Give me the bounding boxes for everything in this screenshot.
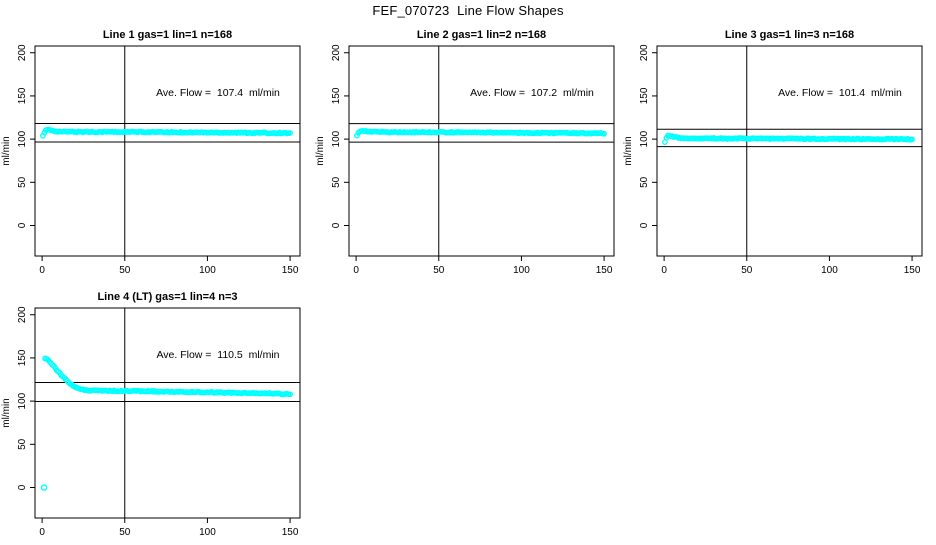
x-tick-label: 0: [39, 527, 45, 538]
subplot-title: Line 4 (LT) gas=1 lin=4 n=3: [97, 291, 237, 303]
data-point: [287, 130, 293, 136]
ave-flow-annotation: Ave. Flow = 107.4 ml/min: [156, 87, 280, 99]
x-tick-label: 0: [661, 265, 667, 276]
y-tick-label: 100: [331, 130, 342, 147]
y-tick-label: 150: [17, 349, 28, 366]
y-tick-label: 50: [331, 176, 342, 188]
subplot-title: Line 1 gas=1 lin=1 n=168: [103, 29, 232, 41]
x-tick-label: 50: [119, 265, 131, 276]
x-tick-label: 100: [199, 527, 216, 538]
y-tick-label: 0: [639, 222, 650, 228]
plot-frame: [34, 307, 301, 519]
x-tick-label: 150: [282, 527, 299, 538]
ave-flow-annotation: Ave. Flow = 101.4 ml/min: [778, 87, 902, 99]
y-tick-label: 150: [331, 87, 342, 104]
y-tick-label: 100: [17, 392, 28, 409]
subplot-2: 0 50 100 150 0 50 100 150 200 ml/min Line 2 gas=1 …: [315, 29, 615, 276]
plot-frame: [34, 45, 301, 257]
y-tick-label: 50: [17, 438, 28, 450]
x-tick-label: 0: [39, 265, 45, 276]
y-tick-label: 0: [17, 222, 28, 228]
x-tick-label: 50: [119, 527, 131, 538]
y-axis-label: ml/min: [623, 136, 634, 165]
y-tick-label: 0: [17, 484, 28, 490]
subplot-4: 0 50 100 150 0 50 100 150 200 ml/min Line 4 (LT) g…: [1, 291, 301, 538]
subplot-title: Line 2 gas=1 lin=2 n=168: [417, 29, 546, 41]
data-point: [287, 391, 293, 398]
subplot-title: Line 3 gas=1 lin=3 n=168: [725, 29, 854, 41]
data-points: [40, 355, 293, 491]
ave-flow-annotation: Ave. Flow = 110.5 ml/min: [156, 349, 279, 361]
y-tick-label: 100: [639, 130, 650, 147]
plot-frame: [348, 45, 615, 257]
data-points: [662, 132, 915, 145]
x-tick-label: 50: [433, 265, 445, 276]
plot-frame: [656, 45, 923, 257]
outlier-point: [40, 484, 48, 491]
x-tick-label: 100: [199, 265, 216, 276]
x-tick-label: 150: [596, 265, 613, 276]
x-tick-label: 150: [904, 265, 921, 276]
y-tick-label: 200: [331, 44, 342, 61]
subplot-3: 0 50 100 150 0 50 100 150 200 ml/min Line 3 gas=1 …: [623, 29, 923, 276]
y-axis-label: ml/min: [1, 398, 12, 427]
x-tick-label: 100: [821, 265, 838, 276]
data-point: [601, 130, 607, 137]
y-tick-label: 100: [17, 130, 28, 147]
ave-flow-annotation: Ave. Flow = 107.2 ml/min: [470, 87, 594, 99]
y-tick-label: 200: [17, 44, 28, 61]
y-tick-label: 50: [17, 176, 28, 188]
x-tick-label: 50: [741, 265, 753, 276]
y-tick-label: 200: [639, 44, 650, 61]
y-tick-label: 150: [639, 87, 650, 104]
y-tick-label: 200: [17, 306, 28, 323]
y-tick-label: 0: [331, 222, 342, 228]
data-points: [40, 126, 293, 139]
x-tick-label: 150: [282, 265, 299, 276]
figure-title: FEF_070723 Line Flow Shapes: [372, 3, 564, 18]
subplot-1: 0 50 100 150 0 50 100 150 200 ml/min Line 1 gas=1 …: [1, 29, 301, 276]
y-axis-label: ml/min: [1, 136, 12, 165]
data-points: [354, 128, 607, 139]
x-tick-label: 0: [353, 265, 359, 276]
y-tick-label: 50: [639, 176, 650, 188]
data-point: [909, 136, 915, 143]
y-tick-label: 150: [17, 87, 28, 104]
x-tick-label: 100: [513, 265, 530, 276]
y-axis-label: ml/min: [315, 136, 326, 165]
